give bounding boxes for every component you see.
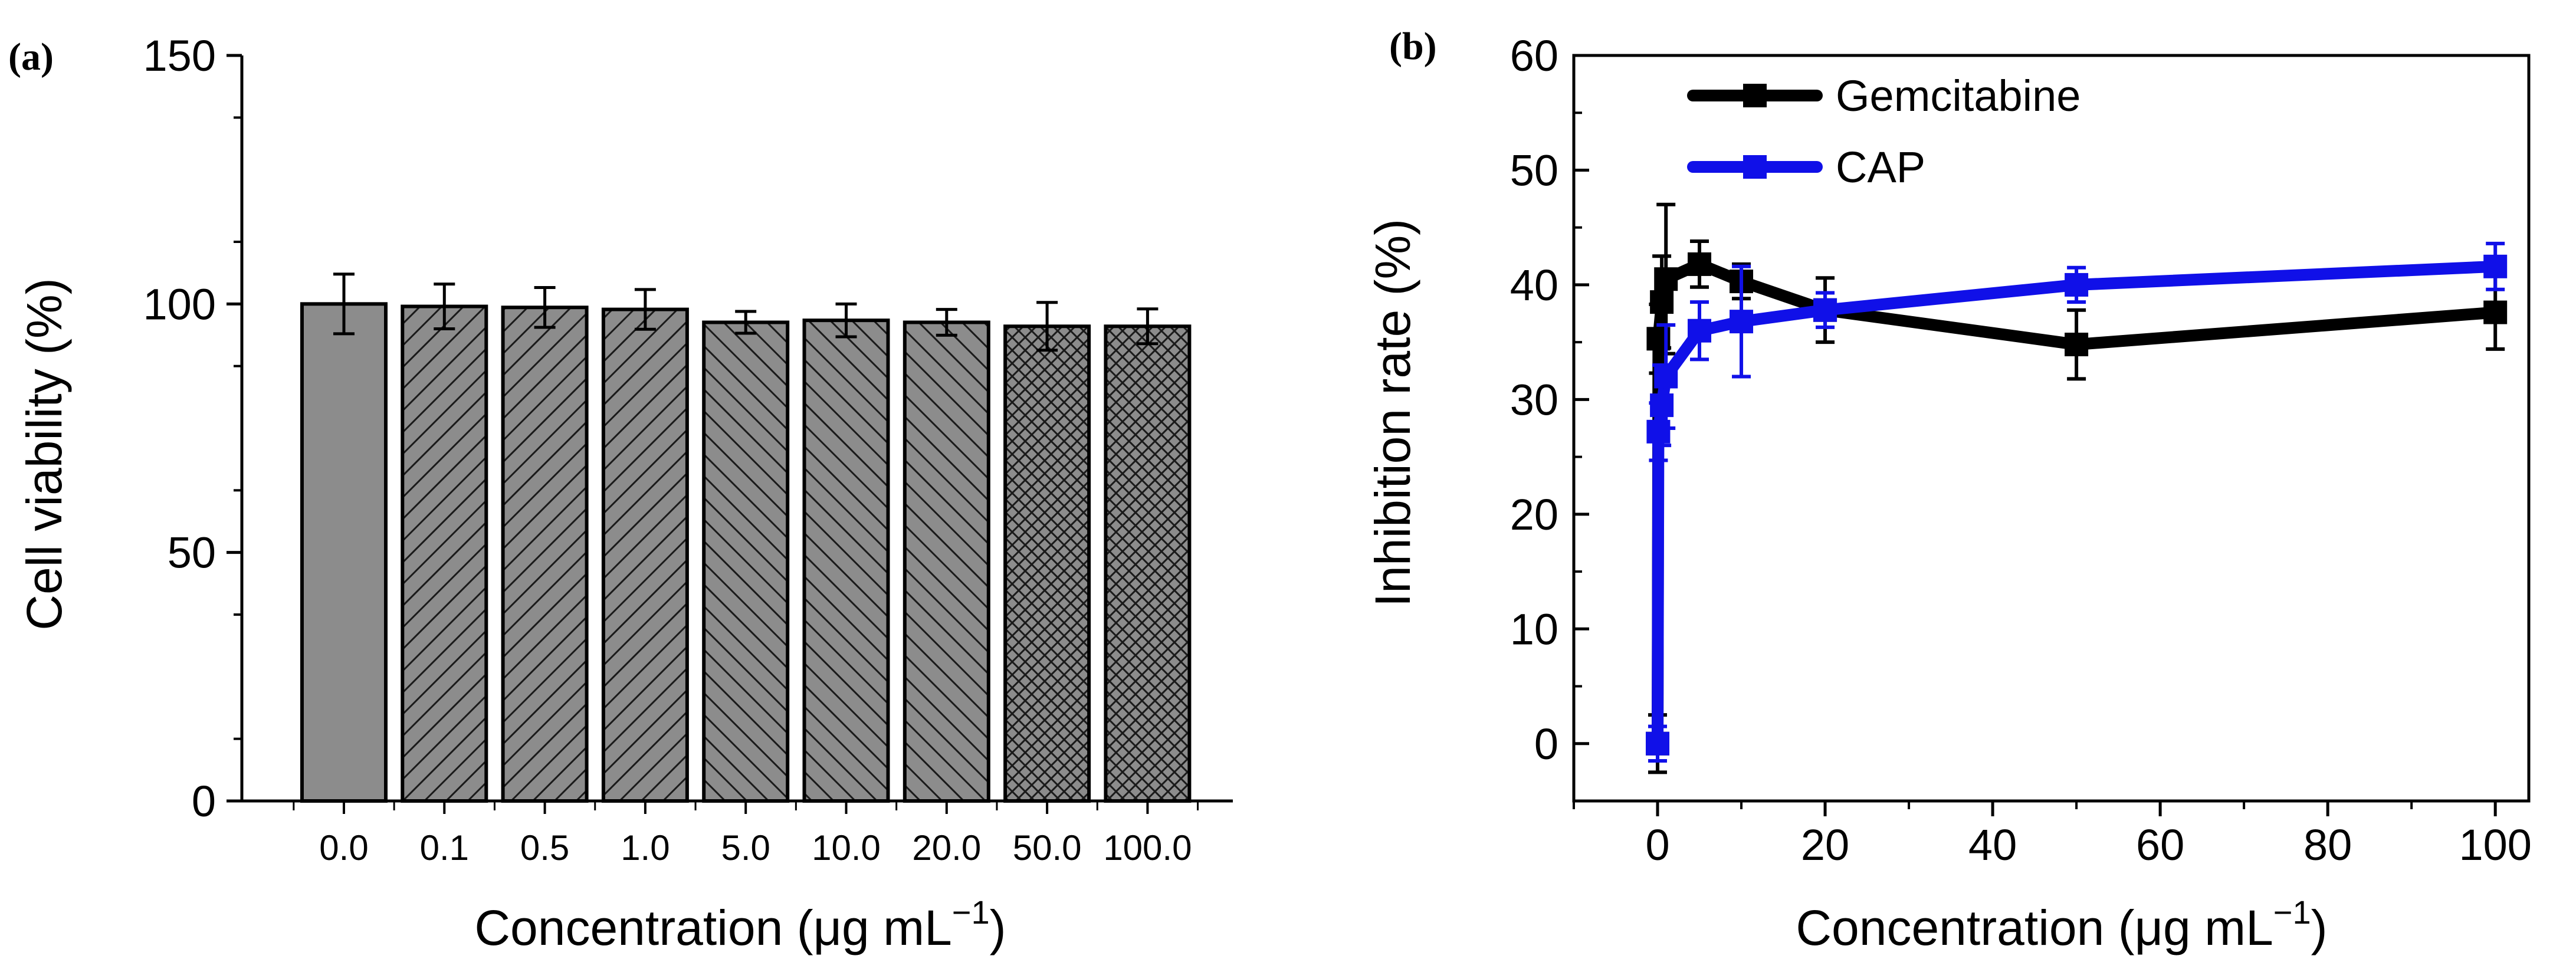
panel-a-x-tick-label: 0.0: [319, 828, 368, 868]
panel-a: (a) 0 50 100 150 0.0 0.1 0.5 1.0 5.0 10.0 20.0 50.0…: [8, 31, 1233, 955]
panel-b-x-tick-label: 100: [2459, 820, 2531, 869]
bar-0.0: [300, 302, 388, 803]
panel-a-y-tick-label: 100: [143, 280, 216, 329]
panel-a-y-tick-label: 150: [143, 31, 216, 80]
error-bar-5.0: [735, 310, 757, 335]
panel-a-x-tick-label: 0.5: [520, 828, 569, 868]
data-point-gemcitabine: [1654, 267, 1678, 291]
data-point-cap: [1650, 393, 1674, 418]
panel-a-x-axis-title-end: ): [990, 900, 1006, 955]
error-bar-50.0: [1036, 301, 1058, 352]
data-point-gemcitabine: [1688, 252, 1712, 276]
panel-b: (b) 0 10 20 30 40 50 60 0 20 40 60 80 100 Gemcitabin…: [1365, 25, 2532, 955]
bar-10.0: [802, 318, 890, 803]
panel-b-legend: Gemcitabine CAP: [1687, 71, 2081, 192]
panel-b-x-tick-label: 60: [2136, 820, 2184, 869]
bar-1.0: [601, 307, 689, 803]
panel-b-x-axis-title-end: ): [2311, 900, 2328, 955]
data-point-cap: [1813, 298, 1837, 322]
panel-b-x-axis-title-main: Concentration (μg mL: [1796, 900, 2273, 955]
data-point-gemcitabine: [2483, 300, 2508, 324]
error-bar-1.0: [634, 288, 656, 331]
panel-a-x-tick-label: 100.0: [1103, 828, 1192, 868]
panel-a-y-tick-label: 50: [168, 528, 216, 577]
panel-a-bars: [300, 272, 1192, 803]
panel-a-y-axis-title: Cell viability (%): [17, 278, 72, 630]
panel-b-label: (b): [1389, 25, 1437, 68]
panel-b-series: [1646, 202, 2508, 774]
panel-b-y-tick-label: 0: [1534, 720, 1558, 769]
panel-a-x-axis-title-main: Concentration (μg mL: [474, 900, 951, 955]
legend-label-gemcitabine: Gemcitabine: [1836, 71, 2081, 120]
error-bar-0.0: [333, 272, 355, 336]
panel-a-label: (a): [8, 35, 54, 78]
bar-20.0: [903, 320, 990, 803]
panel-a-x-tick-label: 50.0: [1013, 828, 1082, 868]
bar-5.0: [702, 320, 790, 803]
panel-a-x-axis-title-sup: −1: [952, 894, 990, 931]
series-cap: [1646, 241, 2508, 763]
panel-a-x-tick-label: 0.1: [420, 828, 469, 868]
panel-b-x-axis-title: Concentration (μg mL−1): [1796, 894, 2327, 955]
legend-marker-gemcitabine: [1743, 84, 1767, 107]
bar-0.5: [501, 306, 589, 803]
panel-b-x-axis-title-sup: −1: [2273, 894, 2311, 931]
data-point-cap: [2483, 254, 2508, 278]
bar-100.0: [1104, 324, 1192, 803]
error-bar-0.5: [534, 286, 556, 329]
panel-a-y-tick-label: 0: [192, 777, 216, 826]
error-bar-100.0: [1137, 307, 1159, 346]
panel-b-x-tick-label: 0: [1645, 820, 1669, 869]
panel-a-x-tick-label: 10.0: [812, 828, 881, 868]
legend-label-cap: CAP: [1836, 143, 1925, 192]
panel-b-y-tick-label: 10: [1510, 605, 1558, 654]
legend-marker-cap: [1743, 155, 1767, 179]
error-bar-20.0: [936, 308, 957, 337]
panel-b-ticks: 0 10 20 30 40 50 60 0 20 40 60 80 100: [1510, 31, 2532, 869]
panel-b-x-tick-label: 20: [1801, 820, 1849, 869]
panel-a-x-tick-label: 5.0: [721, 828, 770, 868]
error-bar-10.0: [835, 302, 857, 339]
panel-a-x-tick-label: 20.0: [912, 828, 981, 868]
panel-b-y-tick-label: 20: [1510, 490, 1558, 539]
data-point-gemcitabine: [2065, 333, 2089, 357]
data-point-cap: [1654, 364, 1678, 389]
bar-0.1: [401, 304, 488, 803]
panel-a-x-tick-label: 1.0: [621, 828, 670, 868]
panel-b-y-tick-label: 30: [1510, 375, 1558, 424]
data-point-cap: [1688, 318, 1712, 343]
panel-b-frame: [1572, 54, 2531, 803]
data-point-gemcitabine: [1650, 290, 1674, 314]
panel-a-x-axis-title: Concentration (μg mL−1): [474, 894, 1006, 955]
panel-b-y-tick-label: 50: [1510, 146, 1558, 195]
panel-b-y-axis-title: Inhibition rate (%): [1365, 219, 1420, 607]
panel-b-x-tick-label: 80: [2303, 820, 2352, 869]
error-bar-0.1: [434, 283, 455, 330]
data-point-cap: [2065, 272, 2089, 297]
panel-b-y-tick-label: 60: [1510, 31, 1558, 80]
panel-b-axes: [1572, 54, 2531, 803]
panel-b-x-tick-label: 40: [1968, 820, 2017, 869]
bar-50.0: [1003, 324, 1091, 803]
panel-b-y-tick-label: 40: [1510, 261, 1558, 310]
data-point-cap: [1730, 310, 1754, 334]
data-point-cap: [1646, 731, 1670, 756]
panel-a-ticks: 0 50 100 150 0.0 0.1 0.5 1.0 5.0 10.0 20.0 50.0 100.…: [143, 31, 1199, 868]
